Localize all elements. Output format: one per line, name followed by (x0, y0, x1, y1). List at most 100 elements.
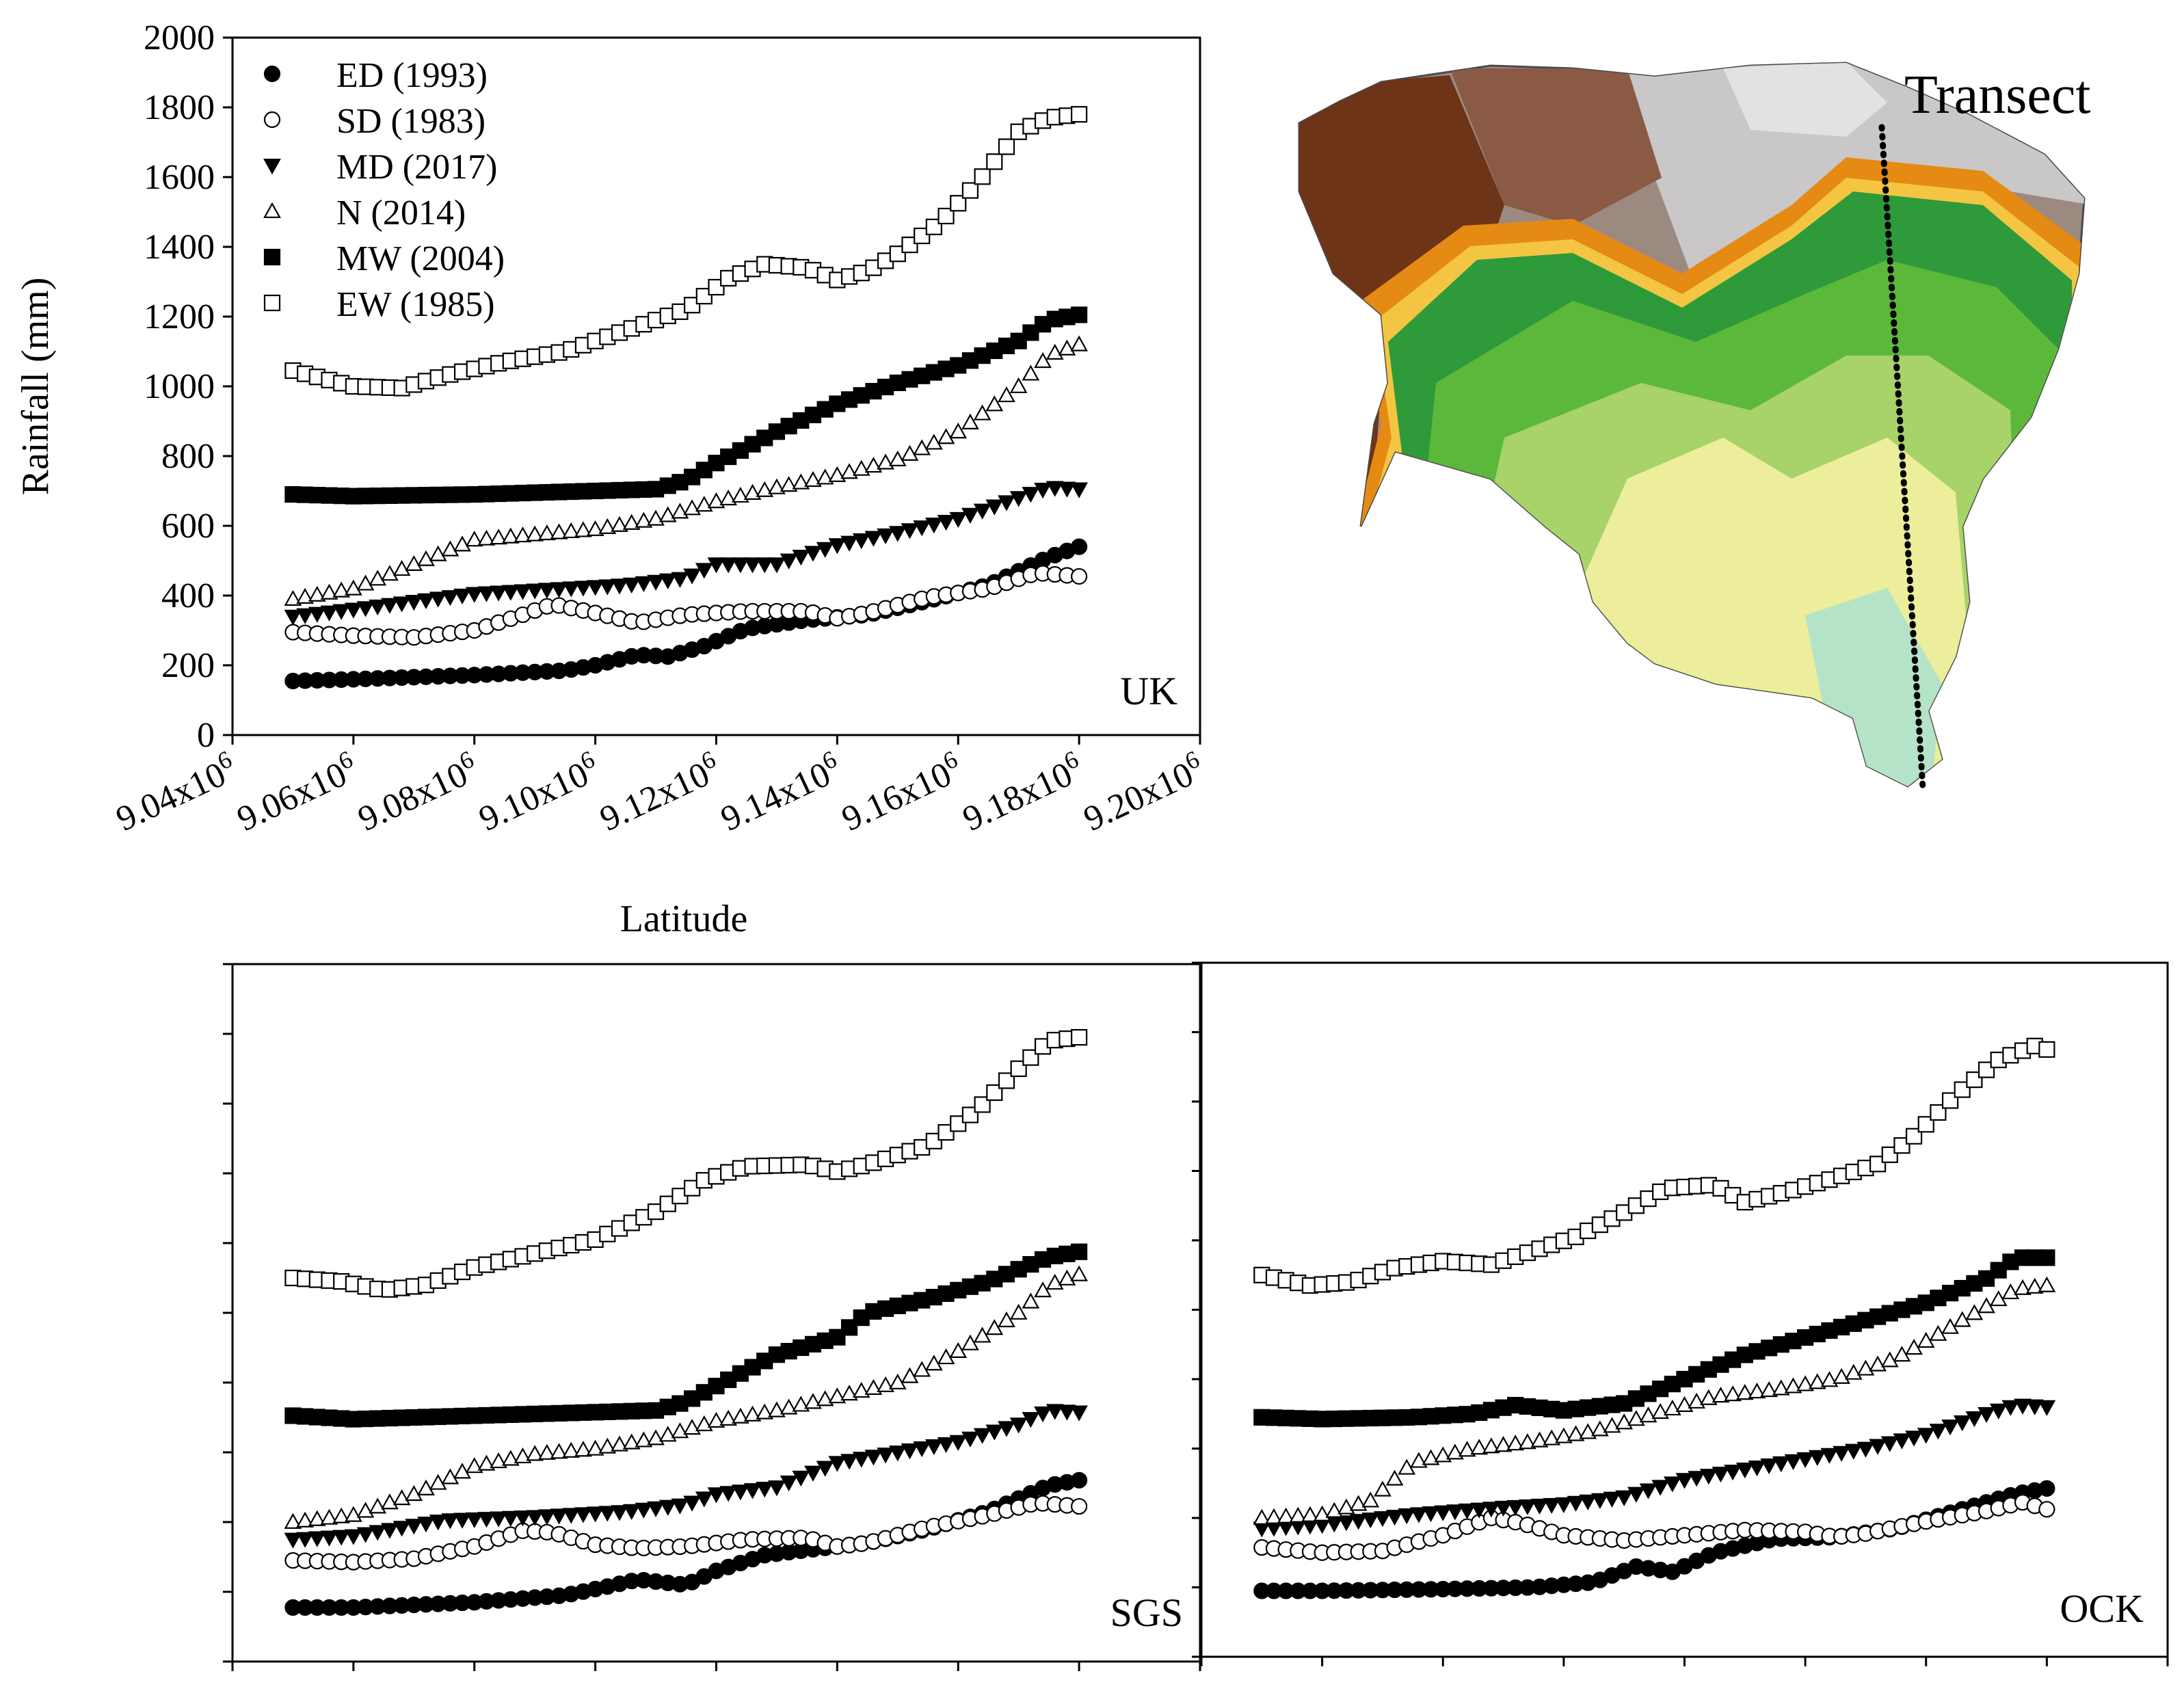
x-tick-label: 9.16x106 (834, 745, 969, 839)
data-point (538, 1509, 556, 1525)
legend-marker (263, 65, 281, 83)
data-point (1989, 1403, 2008, 1419)
data-point (477, 529, 496, 546)
data-point (417, 1479, 435, 1495)
data-point (1627, 1410, 1645, 1426)
data-point (914, 227, 931, 245)
data-point (985, 499, 1004, 516)
map-highland-lightgrey (1723, 63, 1887, 137)
data-point (1046, 1404, 1064, 1420)
data-point (888, 1373, 907, 1389)
data-point (381, 1493, 399, 1510)
data-point (392, 1521, 411, 1537)
data-point (635, 511, 653, 528)
data-point (864, 1450, 883, 1466)
data-point (1977, 1270, 1995, 1287)
data-point (828, 538, 847, 555)
data-point (925, 1355, 943, 1371)
data-point (1675, 1396, 1694, 1412)
data-point (1929, 1424, 1947, 1440)
data-point (1071, 1243, 1088, 1260)
data-point (1941, 1419, 1959, 1436)
data-point (1506, 1499, 1525, 1517)
data-point (829, 1329, 846, 1346)
data-point (683, 568, 701, 585)
data-point (1058, 339, 1076, 356)
data-point (671, 1422, 689, 1439)
data-point (998, 386, 1015, 403)
data-point (526, 1445, 544, 1461)
data-point (1735, 1384, 1754, 1400)
data-point (1651, 1480, 1670, 1496)
data-point (1639, 1483, 1657, 1499)
data-point (501, 1450, 520, 1466)
data-point (743, 557, 762, 574)
data-point (683, 1419, 701, 1435)
data-point (852, 1381, 870, 1398)
data-point (1071, 1497, 1088, 1515)
data-point (732, 486, 749, 503)
data-point (429, 1515, 447, 1531)
data-point (1712, 1467, 1730, 1483)
series-md (284, 1404, 1088, 1549)
data-point (345, 1529, 362, 1545)
data-point (308, 1510, 326, 1526)
data-point (695, 496, 713, 512)
data-point (1772, 1456, 1790, 1473)
data-point (901, 1443, 919, 1460)
legend-marker (263, 294, 281, 312)
data-point (683, 499, 701, 516)
data-point (1034, 352, 1052, 369)
data-point (332, 604, 351, 620)
data-point (1966, 1071, 1983, 1089)
data-point (852, 459, 870, 476)
data-point (671, 1498, 689, 1515)
data-point (1905, 1430, 1923, 1447)
data-point (1869, 1439, 1887, 1455)
data-point (877, 1376, 894, 1392)
data-point (598, 1437, 617, 1454)
data-point (1808, 1450, 1826, 1466)
legend-marker (263, 111, 281, 129)
data-point (1022, 364, 1040, 381)
data-point (1748, 1383, 1766, 1399)
data-point (816, 542, 834, 558)
data-point (792, 549, 810, 566)
data-point (356, 1527, 375, 1543)
panel-uk: 0 200 400 600 800 1000 1200 1400 1600 1800 2000 9.0… (14, 18, 1203, 940)
map-upland-midbrown (1450, 68, 1662, 226)
data-point (284, 589, 302, 606)
data-point (526, 525, 544, 542)
data-point (635, 1502, 653, 1519)
data-point (1361, 1491, 1380, 1508)
data-point (417, 550, 435, 566)
data-point (780, 553, 798, 570)
data-point (1010, 1060, 1027, 1078)
data-point (671, 572, 689, 588)
data-point (1434, 1446, 1452, 1463)
data-point (998, 1072, 1015, 1089)
data-point (1519, 1499, 1536, 1516)
data-point (1615, 1413, 1634, 1430)
data-point (429, 545, 447, 561)
series-n (284, 335, 1088, 606)
data-point (816, 1390, 834, 1407)
data-point (1833, 1368, 1850, 1384)
data-point (1893, 1433, 1911, 1450)
data-point (308, 606, 326, 623)
data-point (622, 1504, 641, 1520)
panel-tag-sgs: SGS (1110, 1590, 1183, 1635)
y-tick-label: 800 (161, 437, 215, 476)
legend-label: N (2014) (336, 194, 466, 232)
data-point (707, 1411, 725, 1428)
data-point (804, 546, 822, 562)
data-point (538, 1443, 556, 1460)
series-ew (284, 106, 1088, 397)
data-point (1046, 343, 1064, 360)
data-point (1034, 483, 1052, 499)
data-point (1977, 1061, 1995, 1078)
data-point (1796, 1375, 1814, 1391)
data-point (901, 444, 919, 461)
data-point (768, 478, 786, 494)
data-point (1482, 1502, 1500, 1518)
